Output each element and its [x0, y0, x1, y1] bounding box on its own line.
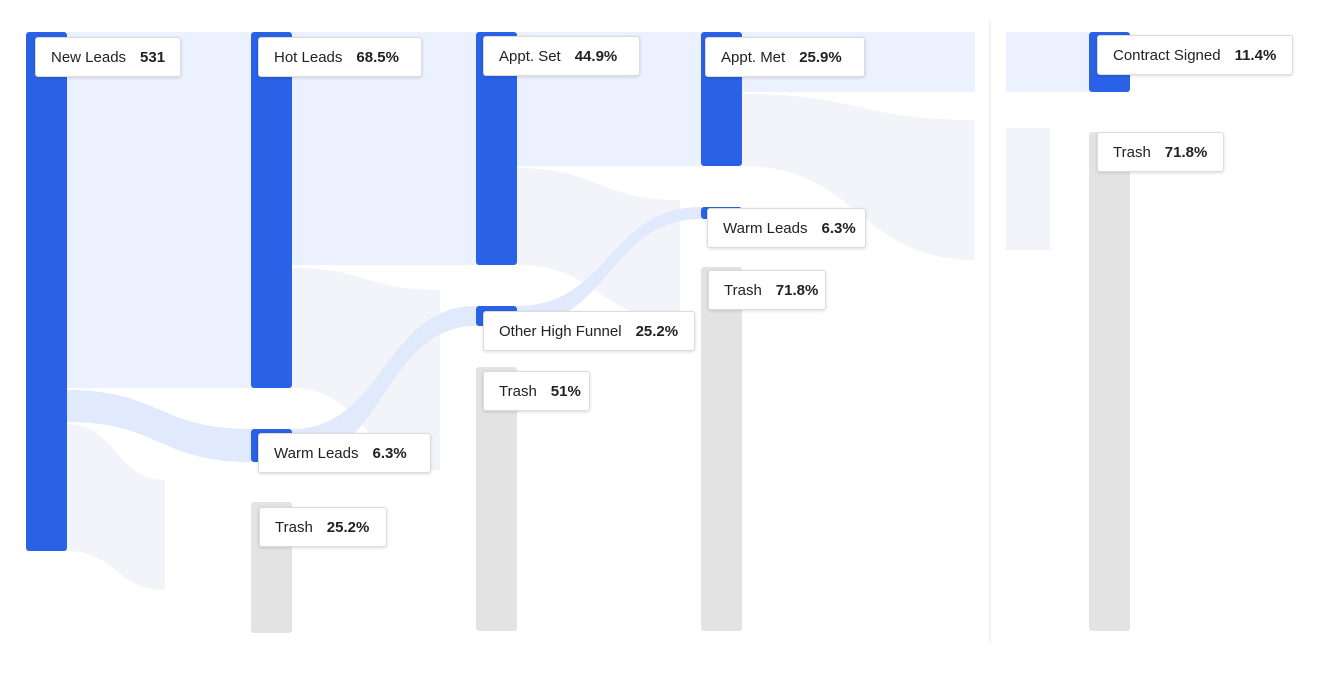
node-label-trash-3: Trash 71.8%: [708, 270, 826, 310]
node-value: 71.8%: [1164, 143, 1208, 161]
node-value: 6.3%: [372, 444, 407, 462]
node-label-warm-leads-3: Warm Leads 6.3%: [707, 208, 866, 248]
node-bar-new-leads[interactable]: [26, 32, 67, 551]
node-value: 68.5%: [356, 48, 399, 66]
flow-links: [67, 32, 1089, 590]
node-value: 25.2%: [635, 322, 679, 340]
flow-link-12: [1006, 128, 1050, 250]
node-name: Trash: [275, 518, 313, 536]
node-name: Warm Leads: [274, 444, 359, 462]
node-value: 71.8%: [775, 281, 819, 299]
node-label-other-high-funnel: Other High Funnel 25.2%: [483, 311, 695, 351]
flow-link-8: [517, 207, 701, 326]
node-label-new-leads: New Leads 531: [35, 37, 181, 77]
node-value: 44.9%: [574, 47, 618, 65]
node-value: 25.2%: [326, 518, 370, 536]
node-name: Appt. Met: [721, 48, 786, 66]
node-label-trash-4: Trash 71.8%: [1097, 132, 1224, 172]
flow-link-5: [292, 306, 476, 462]
flow-link-2: [67, 424, 165, 590]
node-name: Trash: [724, 281, 762, 299]
flow-link-1: [67, 390, 251, 462]
node-label-appt-set: Appt. Set 44.9%: [483, 36, 640, 76]
node-name: Contract Signed: [1113, 46, 1221, 64]
flow-link-0: [67, 32, 251, 388]
node-bar-trash-4[interactable]: [1089, 132, 1130, 631]
node-bar-hot-leads-1[interactable]: [251, 32, 292, 388]
node-value: 51%: [550, 382, 581, 400]
node-label-trash-2: Trash 51%: [483, 371, 590, 411]
node-name: Hot Leads: [274, 48, 343, 66]
node-label-contract-signed: Contract Signed 11.4%: [1097, 35, 1293, 75]
node-name: New Leads: [51, 48, 127, 66]
node-value: 11.4%: [1234, 46, 1277, 64]
flow-link-4: [292, 268, 440, 470]
node-bar-appt-set[interactable]: [476, 32, 517, 265]
node-name: Other High Funnel: [499, 322, 622, 340]
node-name: Warm Leads: [723, 219, 808, 237]
node-label-trash-1: Trash 25.2%: [259, 507, 387, 547]
node-bar-trash-2[interactable]: [476, 367, 517, 631]
node-value: 6.3%: [821, 219, 856, 237]
node-name: Appt. Set: [499, 47, 561, 65]
node-label-warm-leads-1: Warm Leads 6.3%: [258, 433, 431, 473]
node-value: 25.9%: [799, 48, 842, 66]
node-value: 531: [140, 48, 166, 66]
node-bar-trash-3[interactable]: [701, 267, 742, 631]
flow-link-3: [292, 32, 476, 265]
node-name: Trash: [1113, 143, 1151, 161]
flow-link-11: [1006, 32, 1089, 92]
node-name: Trash: [499, 382, 537, 400]
node-label-appt-met: Appt. Met 25.9%: [705, 37, 865, 77]
flow-link-10: [742, 94, 975, 260]
flow-link-7: [517, 168, 680, 320]
node-label-hot-leads-1: Hot Leads 68.5%: [258, 37, 422, 77]
